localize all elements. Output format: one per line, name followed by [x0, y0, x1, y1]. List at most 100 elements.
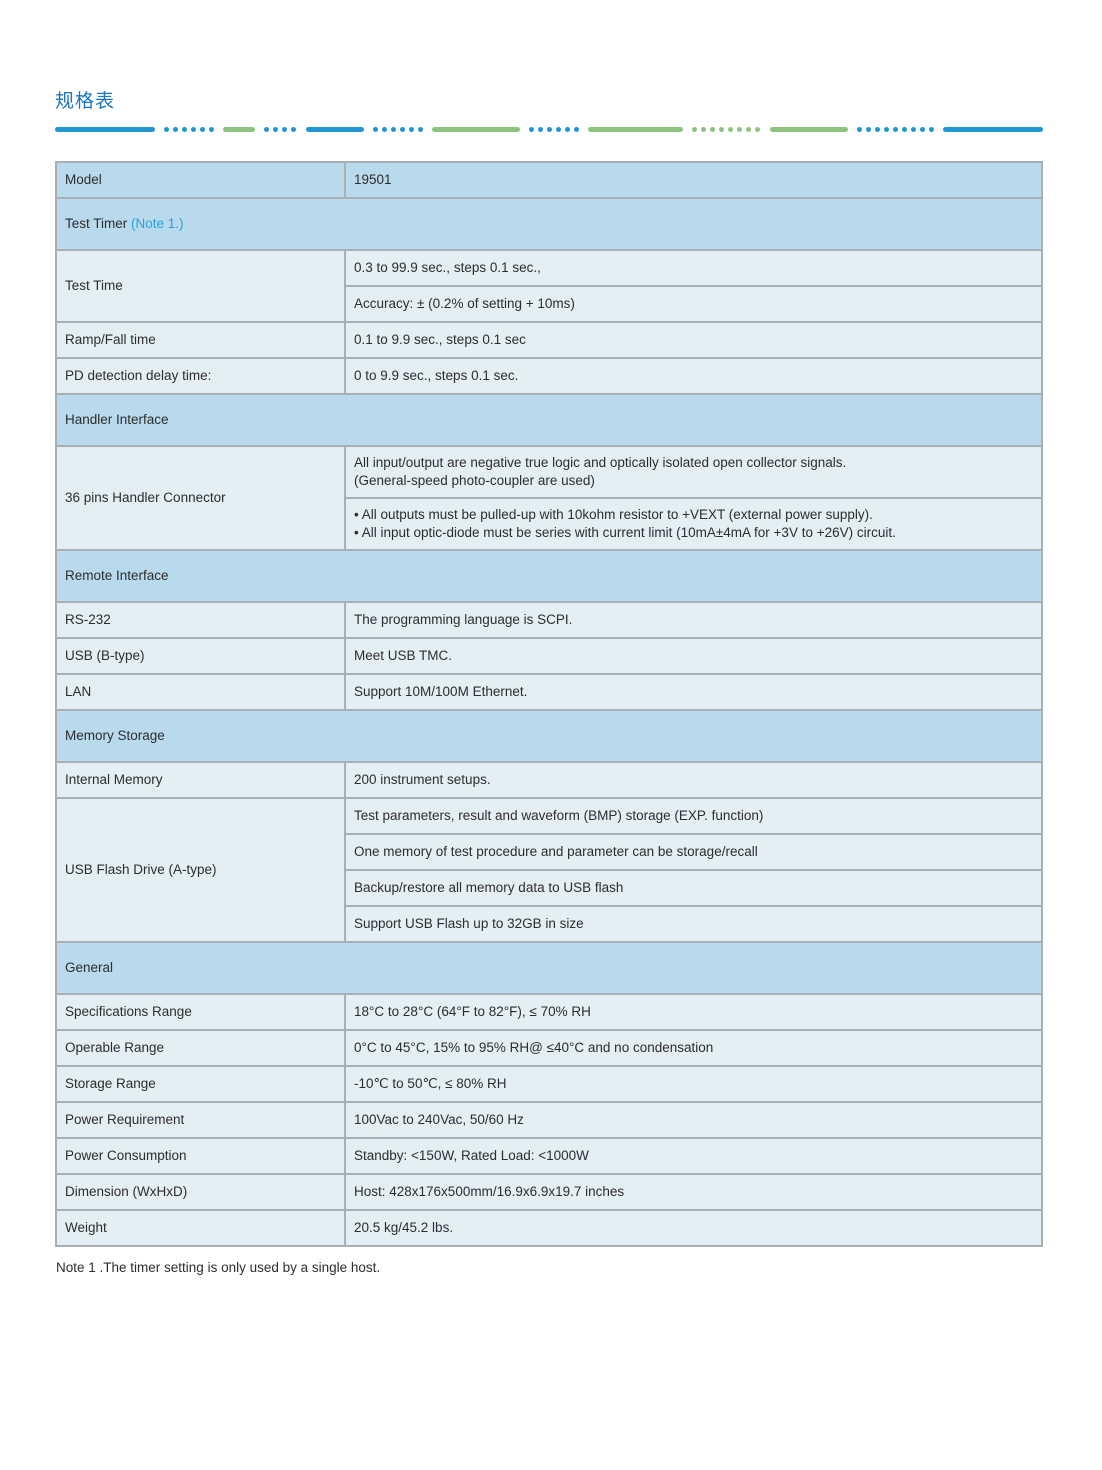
divider-dot [399, 126, 405, 132]
spec-label-cell: Ramp/Fall time [55, 321, 346, 359]
section-title: General [65, 960, 114, 975]
divider-dot [865, 126, 871, 132]
spec-row: Test Time 0.3 to 99.9 sec., steps 0.1 sec… [55, 249, 1043, 323]
spec-label-cell: Weight [55, 1209, 346, 1247]
divider-dot [200, 126, 206, 132]
section-header-row: Handler Interface [55, 393, 1043, 447]
spec-row: Operable Range 0°C to 45°C, 15% to 95% RH… [55, 1029, 1043, 1067]
divider-dot [928, 126, 934, 132]
divider-dot [291, 126, 297, 132]
divider-dot [728, 126, 734, 132]
section-header-row: Memory Storage [55, 709, 1043, 763]
section-header-cell: General [55, 941, 1043, 995]
spec-value-cell: 200 instrument setups. [344, 761, 1043, 799]
divider-dot-group [856, 126, 934, 132]
spec-label-cell: Operable Range [55, 1029, 346, 1067]
spec-row: Internal Memory 200 instrument setups. [55, 761, 1043, 799]
divider-line-segment [305, 126, 364, 132]
spec-value-cell: 0.3 to 99.9 sec., steps 0.1 sec., [344, 249, 1043, 287]
spec-value-cell: All input/output are negative true logic… [344, 445, 1043, 499]
spec-value-cell: Support 10M/100M Ethernet. [344, 673, 1043, 711]
spec-row: Dimension (WxHxD) Host: 428x176x500mm/16.… [55, 1173, 1043, 1211]
divider-dot [182, 126, 188, 132]
divider-dot [701, 126, 707, 132]
section-header-cell: Handler Interface [55, 393, 1043, 447]
spec-value-cell: Host: 428x176x500mm/16.9x6.9x19.7 inches [344, 1173, 1043, 1211]
spec-value-cell: 100Vac to 240Vac, 50/60 Hz [344, 1101, 1043, 1139]
spec-value-cell: • All outputs must be pulled-up with 10k… [344, 497, 1043, 551]
divider-dot [209, 126, 215, 132]
divider-dot [883, 126, 889, 132]
section-title: Memory Storage [65, 728, 165, 743]
divider-dot [901, 126, 907, 132]
divider-dot [164, 126, 170, 132]
spec-label-cell: PD detection delay time: [55, 357, 346, 395]
spec-row: Model 19501 [55, 161, 1043, 199]
divider-dot [874, 126, 880, 132]
spec-row: Power Consumption Standby: <150W, Rated L… [55, 1137, 1043, 1175]
divider-dot [529, 126, 535, 132]
divider-dot [710, 126, 716, 132]
section-header-row: Test Timer (Note 1.) [55, 197, 1043, 251]
section-header-cell: Memory Storage [55, 709, 1043, 763]
divider-line-segment [769, 126, 848, 132]
spec-row: Ramp/Fall time 0.1 to 9.9 sec., steps 0.1… [55, 321, 1043, 359]
divider-dot [264, 126, 270, 132]
spec-row: Specifications Range 18°C to 28°C (64°F t… [55, 993, 1043, 1031]
divider-dot [856, 126, 862, 132]
spec-value-cell: Support USB Flash up to 32GB in size [344, 905, 1043, 943]
divider-line-segment [942, 126, 1043, 132]
spec-label-cell: Dimension (WxHxD) [55, 1173, 346, 1211]
spec-label-cell: USB Flash Drive (A-type) [55, 797, 346, 943]
divider-dot [381, 126, 387, 132]
footnote: Note 1 .The timer setting is only used b… [56, 1260, 381, 1275]
spec-value-cell: 0°C to 45°C, 15% to 95% RH@ ≤40°C and no… [344, 1029, 1043, 1067]
spec-label-cell: LAN [55, 673, 346, 711]
spec-value-cell: Backup/restore all memory data to USB fl… [344, 869, 1043, 907]
divider-dot [692, 126, 698, 132]
spec-label-cell: Model [55, 161, 346, 199]
divider-dot [565, 126, 571, 132]
section-header-cell: Test Timer (Note 1.) [55, 197, 1043, 251]
divider-dot-group [372, 126, 423, 132]
spec-row: Accuracy: ± (0.2% of setting + 10ms) [56, 285, 1043, 323]
divider-dot [556, 126, 562, 132]
spec-value-cell: Standby: <150W, Rated Load: <1000W [344, 1137, 1043, 1175]
divider-dot [538, 126, 544, 132]
section-header-row: Remote Interface [55, 549, 1043, 603]
spec-label-cell: Power Requirement [55, 1101, 346, 1139]
divider-dot [273, 126, 279, 132]
spec-value-cell: The programming language is SCPI. [344, 601, 1043, 639]
spec-row: Support USB Flash up to 32GB in size [56, 905, 1043, 943]
spec-value-cell: 0 to 9.9 sec., steps 0.1 sec. [344, 357, 1043, 395]
divider-dot [919, 126, 925, 132]
divider-dot [892, 126, 898, 132]
section-header-cell: Remote Interface [55, 549, 1043, 603]
spec-row: USB Flash Drive (A-type) Test parameters,… [55, 797, 1043, 943]
divider-line-segment [431, 126, 520, 132]
divider-dot [372, 126, 378, 132]
spec-row: Backup/restore all memory data to USB fl… [56, 869, 1043, 907]
spec-value-cell: One memory of test procedure and paramet… [344, 833, 1043, 871]
spec-label-cell: RS-232 [55, 601, 346, 639]
section-title: Remote Interface [65, 568, 169, 583]
spec-value-cell: Meet USB TMC. [344, 637, 1043, 675]
spec-label-cell: Specifications Range [55, 993, 346, 1031]
spec-value-cell: Test parameters, result and waveform (BM… [344, 797, 1043, 835]
spec-label-cell: Storage Range [55, 1065, 346, 1103]
spec-row: 36 pins Handler Connector All input/outpu… [55, 445, 1043, 551]
spec-label-cell: Test Time [55, 249, 346, 323]
spec-value-cell: 18°C to 28°C (64°F to 82°F), ≤ 70% RH [344, 993, 1043, 1031]
divider-dot [173, 126, 179, 132]
divider-dot [910, 126, 916, 132]
divider-dot [574, 126, 580, 132]
spec-label-cell: USB (B-type) [55, 637, 346, 675]
spec-table: Model 19501 Test Timer (Note 1.) Test Time 0… [55, 161, 1043, 1247]
spec-label-cell: 36 pins Handler Connector [55, 445, 346, 551]
title-divider [55, 126, 1043, 132]
spec-value-cell: -10℃ to 50℃, ≤ 80% RH [344, 1065, 1043, 1103]
spec-row: PD detection delay time: 0 to 9.9 sec., s… [55, 357, 1043, 395]
spec-value-cell: 0.1 to 9.9 sec., steps 0.1 sec [344, 321, 1043, 359]
spec-row: RS-232 The programming language is SCPI. [55, 601, 1043, 639]
divider-dot [390, 126, 396, 132]
